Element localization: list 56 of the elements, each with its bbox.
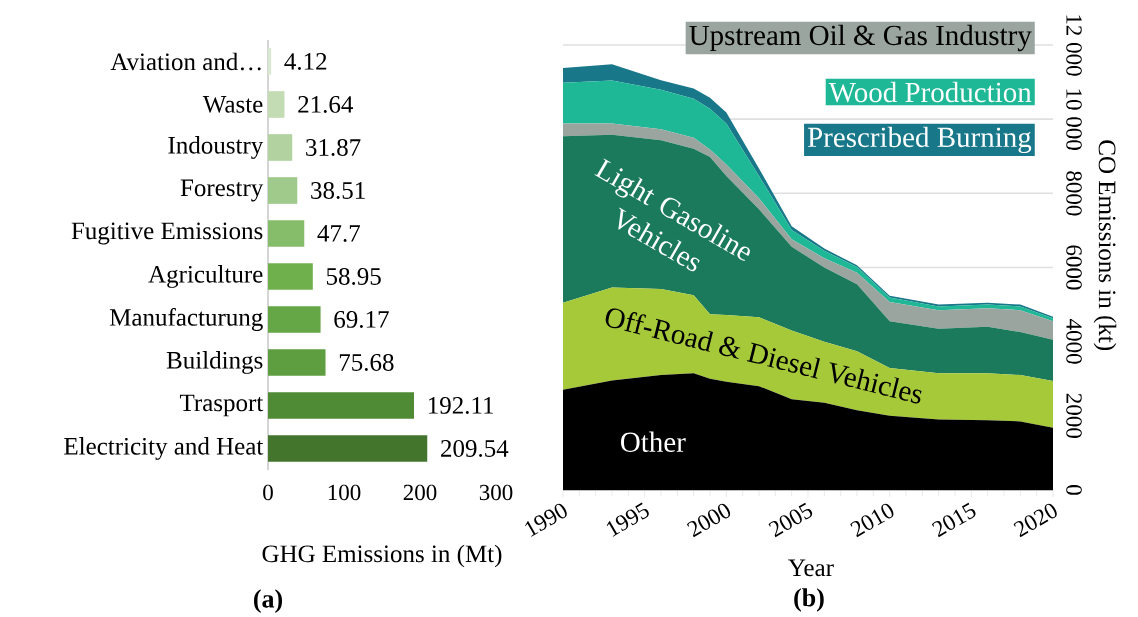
x-tick-label: 1995 bbox=[606, 502, 649, 537]
data-label: 31.87 bbox=[306, 139, 361, 156]
x-tick-label: 2020 bbox=[1013, 503, 1057, 538]
data-label: 75.68 bbox=[339, 354, 394, 371]
y-tick-label: Waste bbox=[202, 96, 263, 113]
text: (a) bbox=[254, 589, 283, 613]
data-label: 58.95 bbox=[326, 268, 381, 285]
text: (b) bbox=[794, 588, 824, 612]
y-tick-label: 4000 bbox=[1066, 319, 1082, 364]
x-tick-label: 2000 bbox=[686, 503, 731, 538]
y-tick-label: Forestry bbox=[180, 179, 264, 202]
y-tick-label: Indoustry bbox=[168, 136, 264, 159]
data-label: 4.12 bbox=[284, 53, 327, 70]
bar bbox=[268, 177, 298, 204]
x-tick-label: 2015 bbox=[931, 502, 976, 538]
bar bbox=[268, 263, 313, 290]
y-tick-label: Fugitive Emissions bbox=[71, 222, 263, 245]
y-tick-label: Agriculture bbox=[148, 265, 263, 288]
bar bbox=[268, 306, 321, 333]
bar bbox=[268, 435, 428, 462]
y-axis-title: CO Emissions in (kt) bbox=[1093, 140, 1117, 351]
bar bbox=[268, 91, 285, 118]
y-tick-label: Buildings bbox=[166, 351, 263, 374]
x-tick-label: 300 bbox=[479, 484, 513, 501]
bar bbox=[268, 392, 415, 419]
data-label: 192.11 bbox=[428, 397, 494, 414]
bar bbox=[268, 48, 272, 75]
bar bbox=[268, 349, 326, 376]
x-axis-title: GHG Emissions in (Mt) bbox=[262, 544, 502, 568]
series-label: Other bbox=[621, 431, 686, 452]
x-tick-label: 100 bbox=[328, 484, 361, 501]
data-label: 21.64 bbox=[298, 96, 354, 113]
y-tick-label: 8000 bbox=[1066, 171, 1082, 216]
x-tick-label: 200 bbox=[403, 484, 437, 501]
bar bbox=[268, 220, 305, 247]
data-label: 38.51 bbox=[311, 182, 365, 199]
text: Upstream Oil & Gas Industry bbox=[689, 24, 1032, 52]
y-tick-label: Manufacturung bbox=[109, 307, 263, 331]
series-label: Prescribed Burning bbox=[807, 126, 1032, 154]
data-label: 47.7 bbox=[317, 225, 361, 242]
x-tick-label: 2010 bbox=[850, 503, 894, 538]
y-tick-label: 6000 bbox=[1066, 245, 1082, 290]
y-tick-label: 12 000 bbox=[1066, 15, 1082, 76]
text: Wood Production bbox=[828, 81, 1032, 103]
y-tick-label: Aviation and… bbox=[110, 52, 261, 71]
x-axis-title: Year bbox=[788, 559, 834, 577]
bar bbox=[268, 134, 293, 161]
data-label: 209.54 bbox=[441, 440, 509, 457]
data-label: 69.17 bbox=[334, 311, 389, 328]
y-tick-label: 10 000 bbox=[1066, 89, 1082, 150]
x-tick-label: 1990 bbox=[525, 503, 567, 537]
y-tick-label: Electricity and Heat bbox=[64, 437, 264, 460]
y-tick-label: 2000 bbox=[1066, 393, 1082, 438]
series-label: Off-Road & Diesel Vehicles bbox=[605, 308, 922, 404]
x-tick-label: 2005 bbox=[768, 502, 813, 538]
y-tick-label: Trasport bbox=[179, 394, 264, 417]
